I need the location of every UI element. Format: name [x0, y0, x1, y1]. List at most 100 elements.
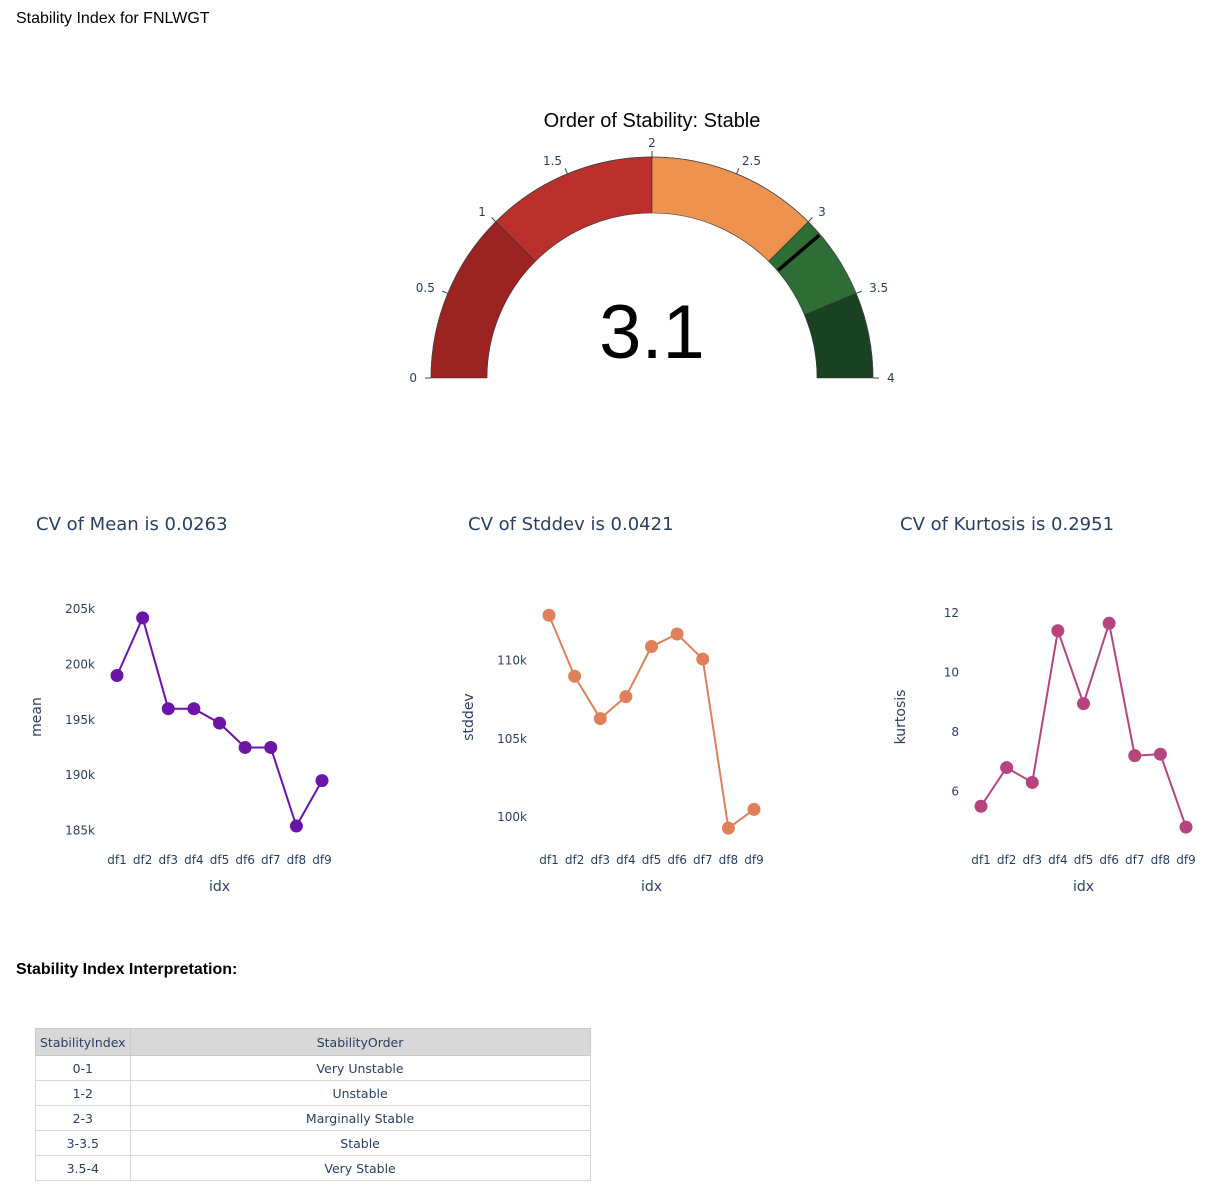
data-point [213, 716, 226, 730]
chart-title: CV of Mean is 0.0263 [36, 514, 228, 535]
x-tick-label: df4 [1048, 853, 1067, 867]
y-tick-label: 6 [951, 784, 959, 798]
table-cell: Very Unstable [129, 1055, 591, 1081]
x-axis-title: idx [209, 879, 230, 895]
y-tick-label: 110k [497, 654, 527, 668]
data-point [187, 702, 201, 716]
table-cell: 3.5-4 [35, 1155, 131, 1181]
data-point [542, 608, 556, 622]
gauge-tick-label: 4 [887, 371, 895, 385]
series-line [980, 622, 1187, 828]
x-tick-label: df3 [1023, 853, 1042, 867]
y-axis-title: kurtosis [893, 690, 909, 745]
stddev-chart: CV of Stddev is 0.0421 100k 105k 110k df1 df… [432, 500, 838, 920]
data-point [1102, 616, 1116, 630]
x-tick-label: df5 [1074, 853, 1093, 867]
y-tick-label: 195k [65, 713, 95, 727]
x-tick-label: df5 [210, 853, 229, 867]
x-tick-label: df8 [1151, 853, 1170, 867]
x-tick-label: df4 [184, 853, 203, 867]
gauge-tick-label: 2.5 [742, 154, 761, 168]
x-tick-label: df2 [133, 853, 152, 867]
gauge-threshold-line [777, 233, 821, 272]
x-tick-label: df4 [616, 853, 635, 867]
y-tick-label: 105k [497, 732, 527, 746]
data-point [136, 611, 150, 625]
x-tick-label: df3 [591, 853, 610, 867]
data-point [1051, 624, 1065, 638]
data-point [747, 802, 761, 816]
data-point [593, 712, 607, 726]
gauge-tick [736, 168, 740, 175]
data-point [1025, 775, 1039, 789]
gauge-value: 3.1 [599, 290, 705, 375]
x-tick-label: df2 [565, 853, 584, 867]
x-tick-label: df6 [667, 853, 686, 867]
table-cell: Very Stable [129, 1155, 591, 1181]
gauge-title: Order of Stability: Stable [544, 110, 761, 132]
gauge-tick [564, 168, 568, 175]
x-tick-label: df7 [261, 853, 280, 867]
y-axis-title: mean [29, 697, 45, 737]
x-tick-label: df8 [719, 853, 738, 867]
y-tick-label: 12 [944, 606, 959, 620]
x-tick-label: df8 [287, 853, 306, 867]
gauge-tick-label: 2 [648, 136, 656, 150]
mean-plot: 185k 190k 195k 200k 205k df1 df2 df3 df4 df5 df6 df… [29, 602, 332, 895]
mean-chart: CV of Mean is 0.0263 185k 190k 195k 200k 205… [0, 500, 406, 920]
chart-title: CV of Kurtosis is 0.2951 [900, 514, 1115, 535]
data-point [568, 669, 582, 683]
table-cell: Marginally Stable [129, 1105, 591, 1131]
y-tick-label: 190k [65, 768, 95, 782]
gauge-border [430, 156, 874, 379]
gauge-tick [807, 217, 813, 223]
x-tick-label: df1 [971, 853, 990, 867]
data-point [670, 627, 684, 641]
page-title: Stability Index for FNLWGT [16, 10, 210, 27]
gauge-tick-label: 1 [478, 205, 486, 219]
x-tick-label: df2 [997, 853, 1016, 867]
data-point [161, 702, 175, 716]
data-point [315, 774, 329, 788]
table-header-row: StabilityIndex StabilityOrder [35, 1028, 591, 1056]
gauge-tick [442, 290, 449, 294]
gauge-tick [491, 217, 497, 223]
data-point [1153, 747, 1167, 761]
gauge-tick-label: 0 [409, 371, 417, 385]
table-row: 2-3 Marginally Stable [35, 1105, 591, 1131]
stddev-plot: 100k 105k 110k df1 df2 df3 df4 df5 df6 df7 df8 df9 i… [461, 608, 764, 895]
data-point [1179, 820, 1193, 834]
table-row: 1-2 Unstable [35, 1080, 591, 1106]
column-header: StabilityOrder [129, 1028, 591, 1056]
x-tick-label: df1 [539, 853, 558, 867]
x-tick-label: df1 [107, 853, 126, 867]
stability-gauge: Order of Stability: Stable 0 0.5 1 1.5 2 2.5 3… [409, 110, 895, 385]
x-tick-label: df6 [1099, 853, 1118, 867]
table-cell: 3-3.5 [35, 1130, 131, 1156]
x-tick-label: df9 [744, 853, 763, 867]
data-point [238, 740, 252, 754]
table-row: 3.5-4 Very Stable [35, 1155, 591, 1181]
y-tick-label: 10 [944, 665, 959, 679]
y-tick-label: 100k [497, 810, 527, 824]
gauge-tick [855, 290, 862, 294]
data-point [619, 690, 633, 704]
interpretation-table: StabilityIndex StabilityOrder 0-1 Very U… [35, 1028, 591, 1181]
x-tick-label: df6 [235, 853, 254, 867]
y-tick-label: 205k [65, 602, 95, 616]
x-tick-label: df9 [312, 853, 331, 867]
x-tick-label: df3 [159, 853, 178, 867]
kurtosis-plot: 6 8 10 12 df1 df2 df3 df4 df5 df6 df7 df8 df9 idx kurt… [893, 606, 1196, 895]
data-point [974, 799, 988, 813]
data-point [1128, 749, 1142, 763]
data-point [1000, 761, 1014, 775]
x-tick-label: df7 [693, 853, 712, 867]
data-point [289, 819, 303, 833]
interpretation-heading: Stability Index Interpretation: [16, 961, 238, 978]
x-tick-label: df7 [1125, 853, 1144, 867]
x-axis-title: idx [641, 879, 662, 895]
column-header: StabilityIndex [35, 1028, 131, 1056]
data-point [721, 821, 735, 835]
x-axis-title: idx [1073, 879, 1094, 895]
table-row: 0-1 Very Unstable [35, 1055, 591, 1081]
